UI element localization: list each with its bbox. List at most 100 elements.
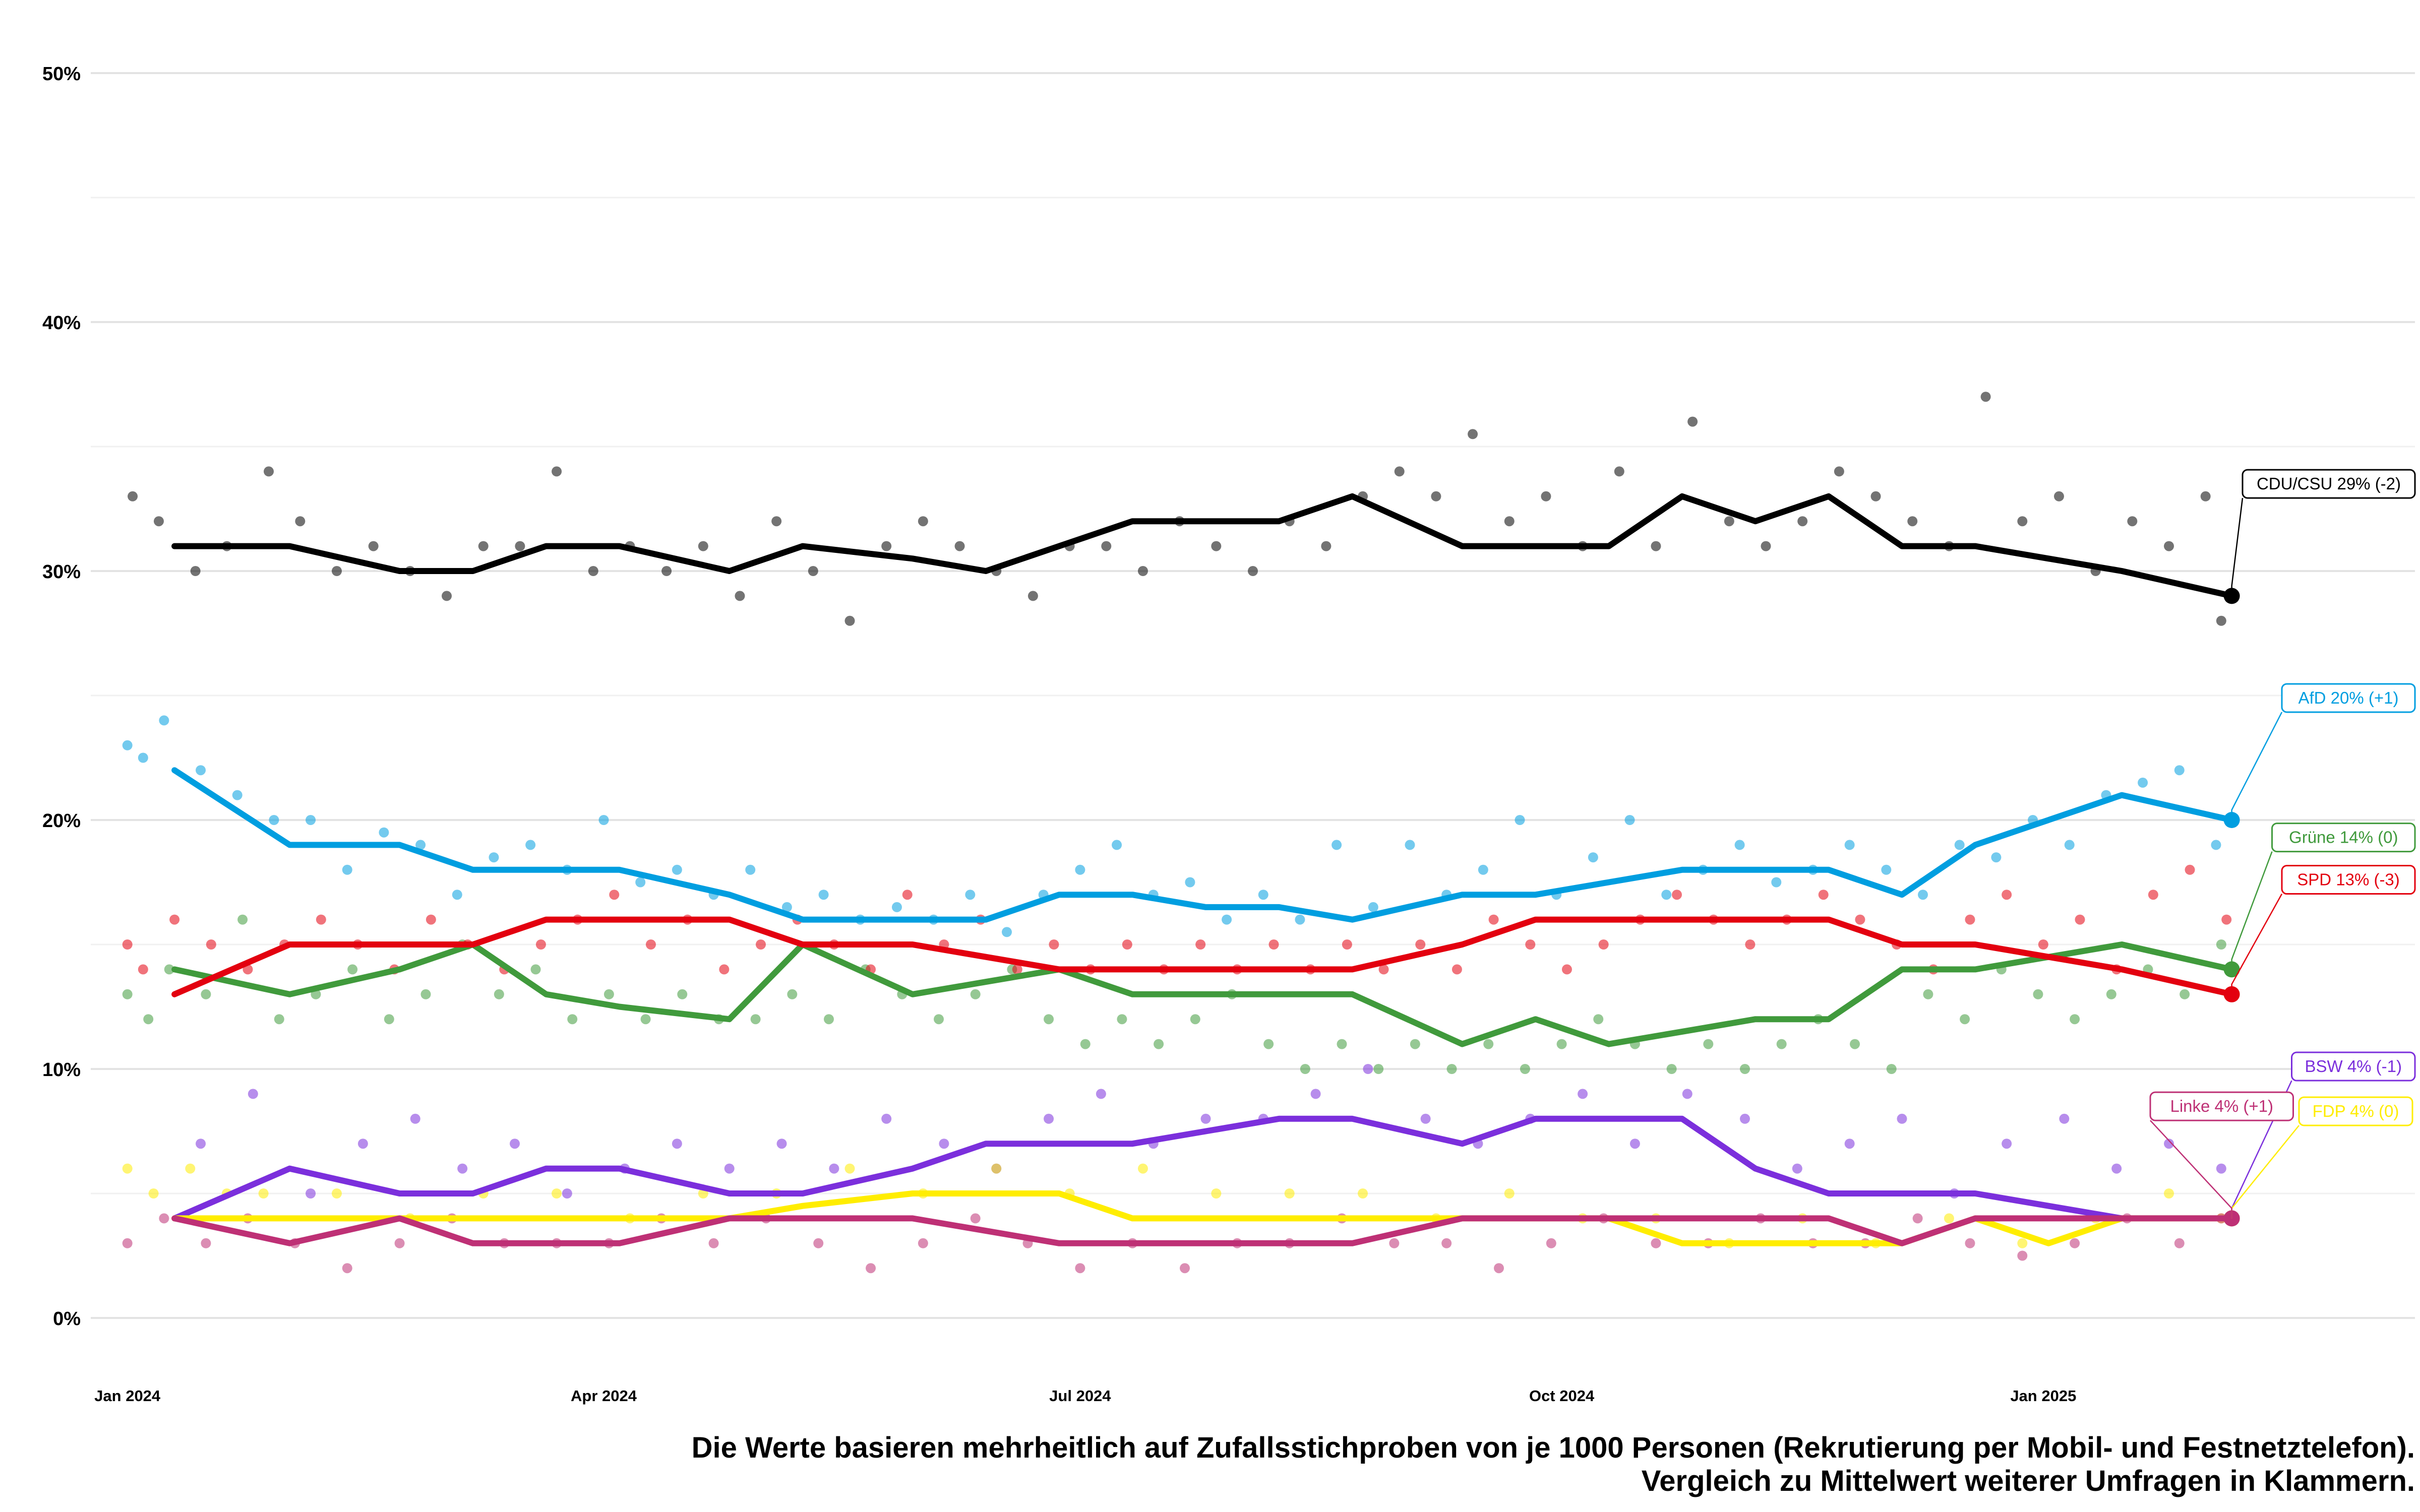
poll-point — [1629, 1139, 1640, 1149]
poll-point — [562, 1188, 572, 1199]
label-leader — [2231, 893, 2283, 994]
poll-point — [844, 615, 855, 626]
poll-point — [2216, 615, 2226, 626]
poll-point — [1190, 1014, 1200, 1025]
poll-point — [274, 1014, 284, 1025]
poll-point — [316, 914, 326, 925]
label-box — [2298, 1096, 2413, 1126]
poll-point — [1614, 466, 1624, 477]
poll-point — [891, 902, 902, 912]
poll-point — [153, 516, 164, 527]
poll-point — [1248, 566, 1258, 576]
poll-point — [2174, 765, 2185, 776]
end-label-bsw: BSW 4% (-1) — [2305, 1057, 2402, 1076]
poll-point — [122, 1238, 133, 1248]
poll-point — [635, 877, 646, 888]
poll-point — [138, 964, 148, 975]
poll-point — [138, 752, 148, 763]
poll-point — [2075, 914, 2085, 925]
poll-point — [818, 890, 829, 900]
poll-point — [829, 1163, 839, 1174]
poll-point — [1520, 1064, 1530, 1074]
trend-line-linke — [171, 1215, 2235, 1246]
poll-point — [1687, 416, 1698, 427]
y-tick-label: 40% — [42, 312, 81, 334]
poll-point — [918, 516, 928, 527]
poll-point — [1761, 541, 1771, 551]
y-tick-label: 20% — [42, 810, 81, 832]
poll-point — [1651, 1238, 1661, 1248]
end-label-spd: SPD 13% (-3) — [2297, 870, 2400, 889]
poll-point — [415, 840, 426, 850]
poll-point — [196, 1139, 206, 1149]
poll-point — [1593, 1014, 1604, 1025]
poll-point — [232, 790, 243, 800]
poll-point — [2070, 1238, 2080, 1248]
poll-point — [1211, 1188, 1222, 1199]
poll-point — [2221, 914, 2232, 925]
poll-point — [1478, 864, 1488, 875]
poll-point — [677, 989, 688, 999]
x-tick-label: Apr 2024 — [571, 1387, 637, 1405]
poll-point — [357, 1139, 368, 1149]
poll-point — [1944, 1213, 1954, 1224]
poll-point — [1651, 541, 1661, 551]
y-tick-label: 10% — [42, 1059, 81, 1081]
poll-point — [1122, 939, 1132, 950]
poll-point — [1080, 1039, 1091, 1049]
poll-point — [2064, 840, 2075, 850]
poll-point — [1844, 840, 1855, 850]
poll-point — [745, 864, 756, 875]
poll-point — [2216, 939, 2226, 950]
x-tick-label: Jan 2024 — [94, 1387, 161, 1405]
poll-point — [1504, 1188, 1515, 1199]
poll-point — [776, 1139, 787, 1149]
poll-point — [1734, 840, 1745, 850]
poll-point — [881, 541, 892, 551]
y-tick-label: 30% — [42, 561, 81, 583]
poll-point — [2059, 1113, 2070, 1124]
poll-point — [196, 765, 206, 776]
poll-point — [1546, 1238, 1556, 1248]
poll-point — [1137, 1163, 1148, 1174]
poll-point — [368, 541, 379, 551]
poll-point — [1468, 429, 1478, 439]
poll-point — [515, 541, 525, 551]
poll-point — [2017, 1250, 2028, 1261]
poll-point — [306, 815, 316, 825]
poll-point — [1441, 1238, 1452, 1248]
poll-point — [1504, 516, 1515, 527]
poll-point — [384, 1014, 394, 1025]
poll-point — [1965, 914, 1975, 925]
poll-point — [1389, 1238, 1400, 1248]
end-label-fdp: FDP 4% (0) — [2313, 1102, 2399, 1120]
poll-point — [185, 1163, 196, 1174]
poll-point — [122, 1163, 133, 1174]
poll-point — [201, 989, 211, 999]
poll-point — [159, 715, 169, 726]
poll-point — [206, 939, 216, 950]
poll-point — [1556, 1039, 1567, 1049]
poll-point — [735, 591, 745, 601]
poll-point — [970, 1213, 981, 1224]
poll-point — [1002, 927, 1012, 937]
poll-point — [2164, 1188, 2174, 1199]
poll-point — [394, 1238, 405, 1248]
poll-point — [530, 964, 541, 975]
label-box — [2271, 823, 2416, 853]
poll-point — [1373, 1064, 1384, 1074]
poll-point — [295, 516, 306, 527]
poll-point — [2111, 1163, 2122, 1174]
poll-point — [1044, 1113, 1054, 1124]
poll-point — [1483, 1039, 1494, 1049]
poll-point — [2180, 989, 2190, 999]
poll-point — [902, 890, 913, 900]
poll-point — [1211, 541, 1222, 551]
poll-point — [1991, 852, 2002, 863]
poll-point — [1185, 877, 1195, 888]
label-box — [2281, 865, 2416, 895]
trend-line-grne — [171, 941, 2235, 1047]
poll-point — [1284, 1188, 1295, 1199]
poll-point — [1394, 466, 1405, 477]
